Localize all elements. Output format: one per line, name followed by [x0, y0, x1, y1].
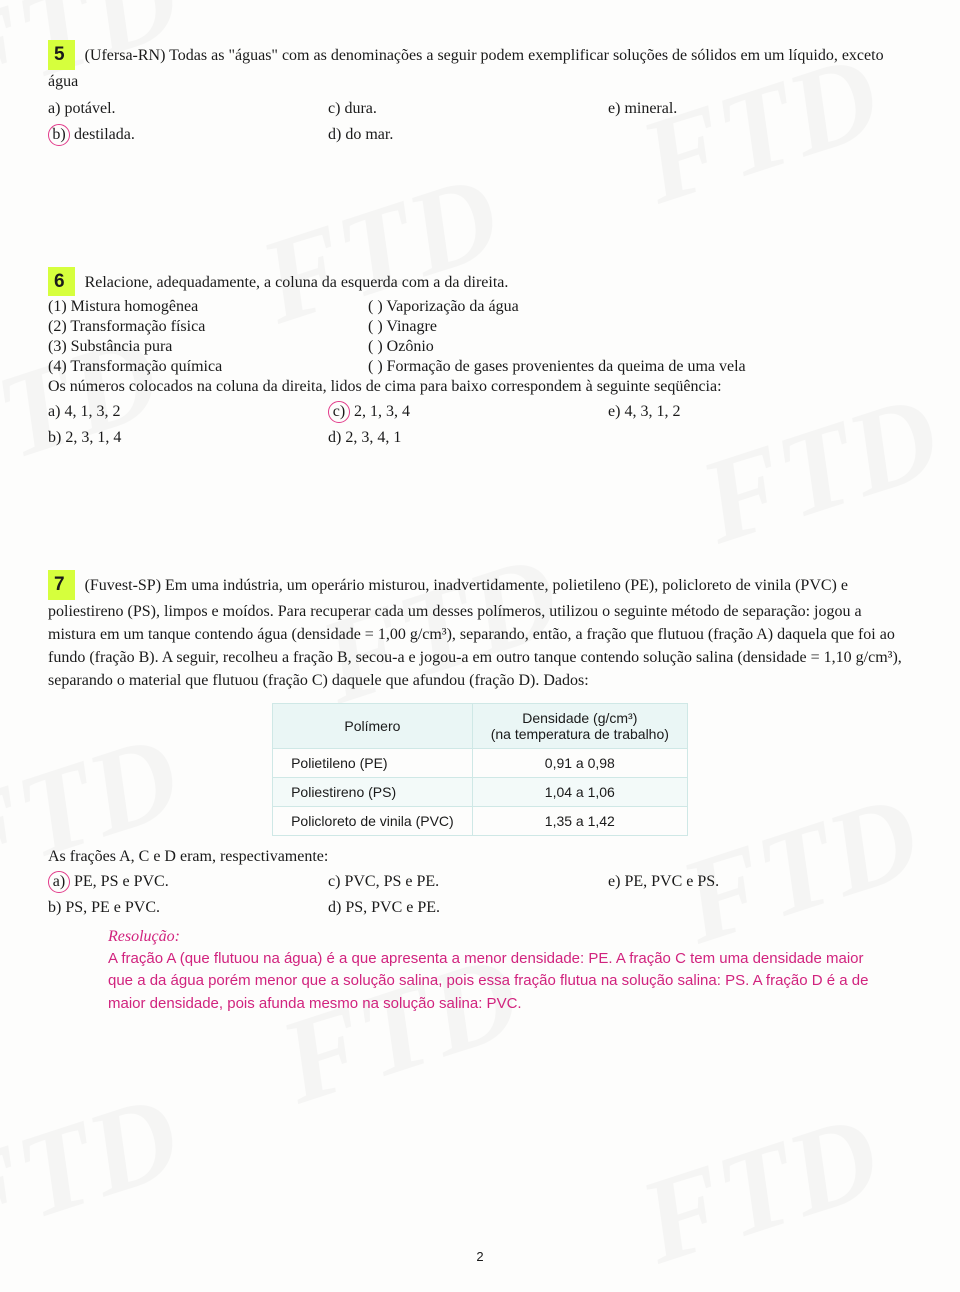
option-7c: c)PVC, PS e PE.: [328, 870, 608, 894]
watermark: FTD: [0, 1066, 195, 1271]
option-6e: e)4, 3, 1, 2: [608, 400, 912, 424]
watermark: FTD: [625, 1086, 896, 1291]
question-number-7: 7: [48, 570, 75, 600]
q6-left-1: (1) Mistura homogênea: [48, 298, 368, 316]
question-number-5: 5: [48, 40, 75, 70]
table-row: Poliestireno (PS)1,04 a 1,06: [273, 777, 688, 806]
option-5e: e)mineral.: [608, 97, 912, 121]
question-number-6: 6: [48, 267, 75, 297]
option-6d: d)2, 3, 4, 1: [328, 426, 608, 450]
option-6c: c)2, 1, 3, 4: [328, 400, 608, 424]
q6-footer: Os números colocados na coluna da direit…: [48, 378, 912, 396]
q6-right-2: ( ) Vinagre: [368, 318, 912, 336]
resolution-label: Resolução:: [108, 928, 912, 946]
q7-post-question: As frações A, C e D eram, respectivament…: [48, 848, 912, 866]
q6-left-3: (3) Substância pura: [48, 338, 368, 356]
q6-right-4: ( ) Formação de gases provenientes da qu…: [368, 358, 912, 376]
q6-right-3: ( ) Ozônio: [368, 338, 912, 356]
polymer-density-table: Polímero Densidade (g/cm³)(na temperatur…: [272, 703, 688, 836]
table-row: Polietileno (PE)0,91 a 0,98: [273, 748, 688, 777]
option-7a: a)PE, PS e PVC.: [48, 870, 328, 894]
question-7: 7 (Fuvest-SP) Em uma indústria, um operá…: [48, 570, 912, 1015]
resolution-body: A fração A (que flutuou na água) é a que…: [108, 948, 892, 1016]
table-header-density: Densidade (g/cm³)(na temperatura de trab…: [472, 703, 687, 748]
answer-circle-icon: a): [48, 871, 70, 893]
question-text-7: (Fuvest-SP) Em uma indústria, um operári…: [48, 577, 902, 689]
question-text-6: Relacione, adequadamente, a coluna da es…: [85, 274, 509, 291]
option-5c: c)dura.: [328, 97, 608, 121]
answer-circle-icon: b): [48, 124, 70, 146]
table-row: Policloreto de vinila (PVC)1,35 a 1,42: [273, 806, 688, 835]
question-text-5: (Ufersa-RN) Todas as "águas" com as deno…: [48, 47, 884, 90]
question-6: 6 Relacione, adequadamente, a coluna da …: [48, 267, 912, 451]
option-5a: a)potável.: [48, 97, 328, 121]
page-number: 2: [476, 1249, 483, 1264]
option-5b: b)destilada.: [48, 123, 328, 147]
q6-left-2: (2) Transformação física: [48, 318, 368, 336]
answer-circle-icon: c): [328, 401, 350, 423]
option-7b: b)PS, PE e PVC.: [48, 896, 328, 920]
option-6a: a)4, 1, 3, 2: [48, 400, 328, 424]
q6-right-1: ( ) Vaporização da água: [368, 298, 912, 316]
option-5d: d)do mar.: [328, 123, 608, 147]
q6-left-4: (4) Transformação química: [48, 358, 368, 376]
option-7e: e)PE, PVC e PS.: [608, 870, 912, 894]
option-6b: b)2, 3, 1, 4: [48, 426, 328, 450]
option-7d: d)PS, PVC e PE.: [328, 896, 608, 920]
table-header-polymer: Polímero: [273, 703, 473, 748]
question-5: 5 (Ufersa-RN) Todas as "águas" com as de…: [48, 40, 912, 147]
